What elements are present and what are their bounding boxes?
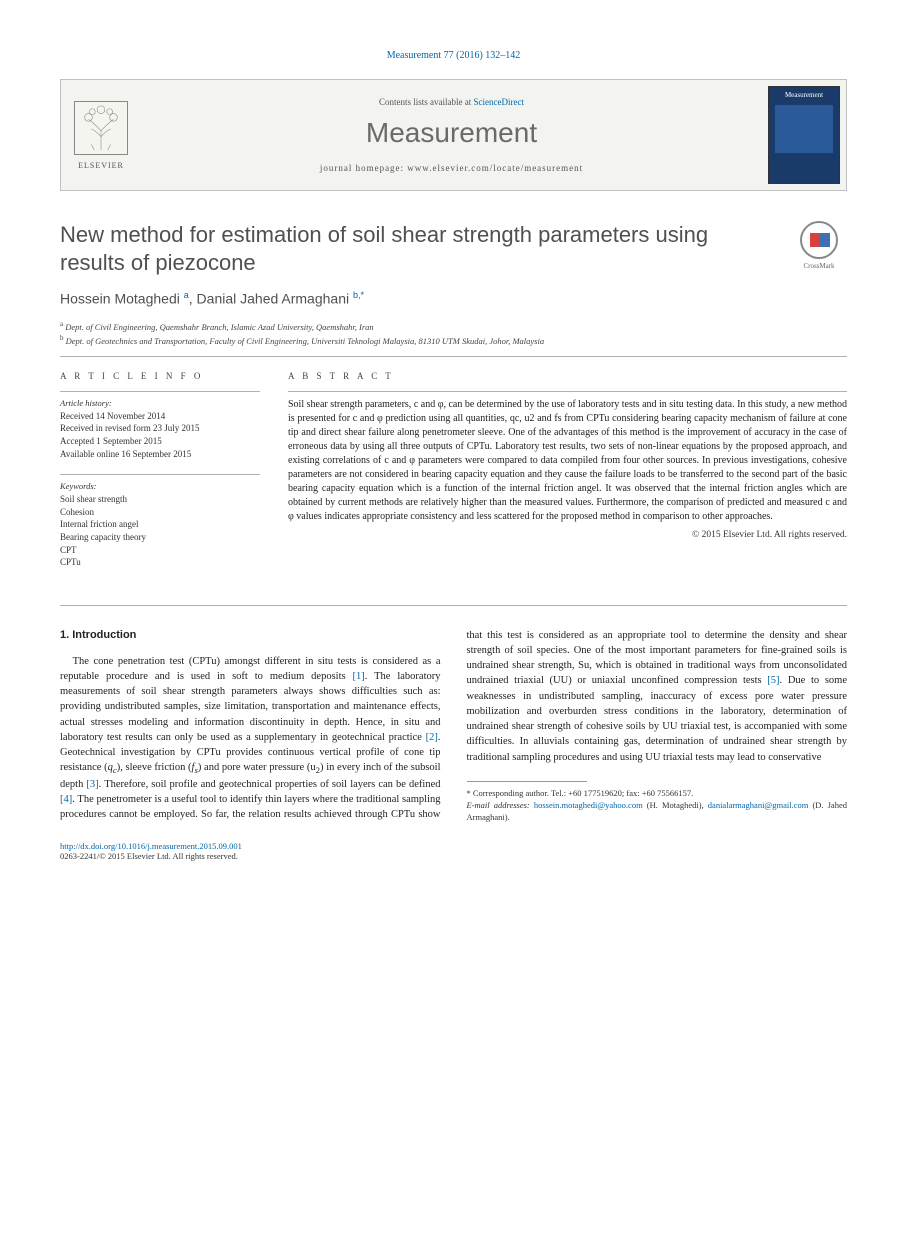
citation-ref[interactable]: [1] [353,671,365,682]
affiliations: a Dept. of Civil Engineering, Qaemshahr … [60,319,847,348]
email-who-1: (H. Motaghedi), [643,800,708,810]
journal-cover-text: Measurement [769,91,839,99]
keyword: CPTu [60,556,260,569]
keyword: Bearing capacity theory [60,531,260,544]
keywords-label: Keywords: [60,481,260,491]
keyword: Cohesion [60,506,260,519]
info-abstract-row: A R T I C L E I N F O Article history: R… [60,371,847,583]
journal-title: Measurement [366,117,537,149]
history-line: Received in revised form 23 July 2015 [60,422,260,435]
citation-ref[interactable]: [3] [86,779,98,790]
elsevier-tree-icon [74,101,128,155]
crossmark-badge[interactable]: CrossMark [791,221,847,277]
abstract-text: Soil shear strength parameters, c and φ,… [288,391,847,524]
elsevier-logo: ELSEVIER [61,80,141,190]
crossmark-icon [800,221,838,259]
keywords-lines: Soil shear strengthCohesionInternal fric… [60,493,260,569]
article-info-heading: A R T I C L E I N F O [60,371,260,381]
issn-copyright: 0263-2241/© 2015 Elsevier Ltd. All right… [60,851,238,861]
email-addresses: E-mail addresses: hossein.motaghedi@yaho… [467,800,848,824]
keyword: Internal friction angel [60,518,260,531]
journal-cover-inner [775,105,833,153]
history-line: Available online 16 September 2015 [60,448,260,461]
journal-homepage: journal homepage: www.elsevier.com/locat… [320,163,583,173]
page: Measurement 77 (2016) 132–142 ELSEVIER C… [0,0,907,901]
contents-pre: Contents lists available at [379,97,473,107]
abstract-copyright: © 2015 Elsevier Ltd. All rights reserved… [288,530,847,540]
journal-header: ELSEVIER Contents lists available at Sci… [60,79,847,191]
article-title: New method for estimation of soil shear … [60,221,771,276]
history-line: Received 14 November 2014 [60,410,260,423]
footnotes: * Corresponding author. Tel.: +60 177519… [467,788,848,824]
bottom-block: http://dx.doi.org/10.1016/j.measurement.… [60,841,847,861]
citation-ref[interactable]: [5] [767,675,779,686]
footnote-rule [467,781,587,782]
history-lines: Received 14 November 2014Received in rev… [60,410,260,460]
header-citation: Measurement 77 (2016) 132–142 [60,50,847,61]
article-history-block: Article history: Received 14 November 20… [60,391,260,460]
email-label: E-mail addresses: [467,800,530,810]
affiliation: b Dept. of Geotechnics and Transportatio… [60,333,847,348]
authors: Hossein Motaghedi a, Danial Jahed Armagh… [60,290,847,307]
journal-center: Contents lists available at ScienceDirec… [141,80,762,190]
contents-line: Contents lists available at ScienceDirec… [379,97,524,107]
keyword: Soil shear strength [60,493,260,506]
abstract: A B S T R A C T Soil shear strength para… [288,371,847,583]
article-info: A R T I C L E I N F O Article history: R… [60,371,260,583]
citation-link[interactable]: Measurement 77 (2016) 132–142 [387,50,521,61]
keywords-block: Keywords: Soil shear strengthCohesionInt… [60,474,260,569]
divider [60,356,847,357]
title-row: New method for estimation of soil shear … [60,221,847,290]
email-link-2[interactable]: danialarmaghani@gmail.com [708,800,809,810]
history-label: Article history: [60,398,260,408]
body-columns: 1. Introduction The cone penetration tes… [60,628,847,824]
citation-ref[interactable]: [2] [426,732,438,743]
abstract-heading: A B S T R A C T [288,371,847,381]
sciencedirect-link[interactable]: ScienceDirect [474,97,524,107]
history-line: Accepted 1 September 2015 [60,435,260,448]
journal-cover-thumbnail: Measurement [768,86,840,184]
doi-link[interactable]: http://dx.doi.org/10.1016/j.measurement.… [60,841,242,851]
email-link-1[interactable]: hossein.motaghedi@yahoo.com [534,800,643,810]
footnote-block: * Corresponding author. Tel.: +60 177519… [467,781,848,824]
citation-ref[interactable]: [4] [60,794,72,805]
crossmark-label: CrossMark [803,262,834,270]
elsevier-name: ELSEVIER [78,161,124,170]
section-divider [60,605,847,606]
corresponding-author: * Corresponding author. Tel.: +60 177519… [467,788,848,800]
section-heading-intro: 1. Introduction [60,628,441,644]
affiliation: a Dept. of Civil Engineering, Qaemshahr … [60,319,847,334]
keyword: CPT [60,544,260,557]
